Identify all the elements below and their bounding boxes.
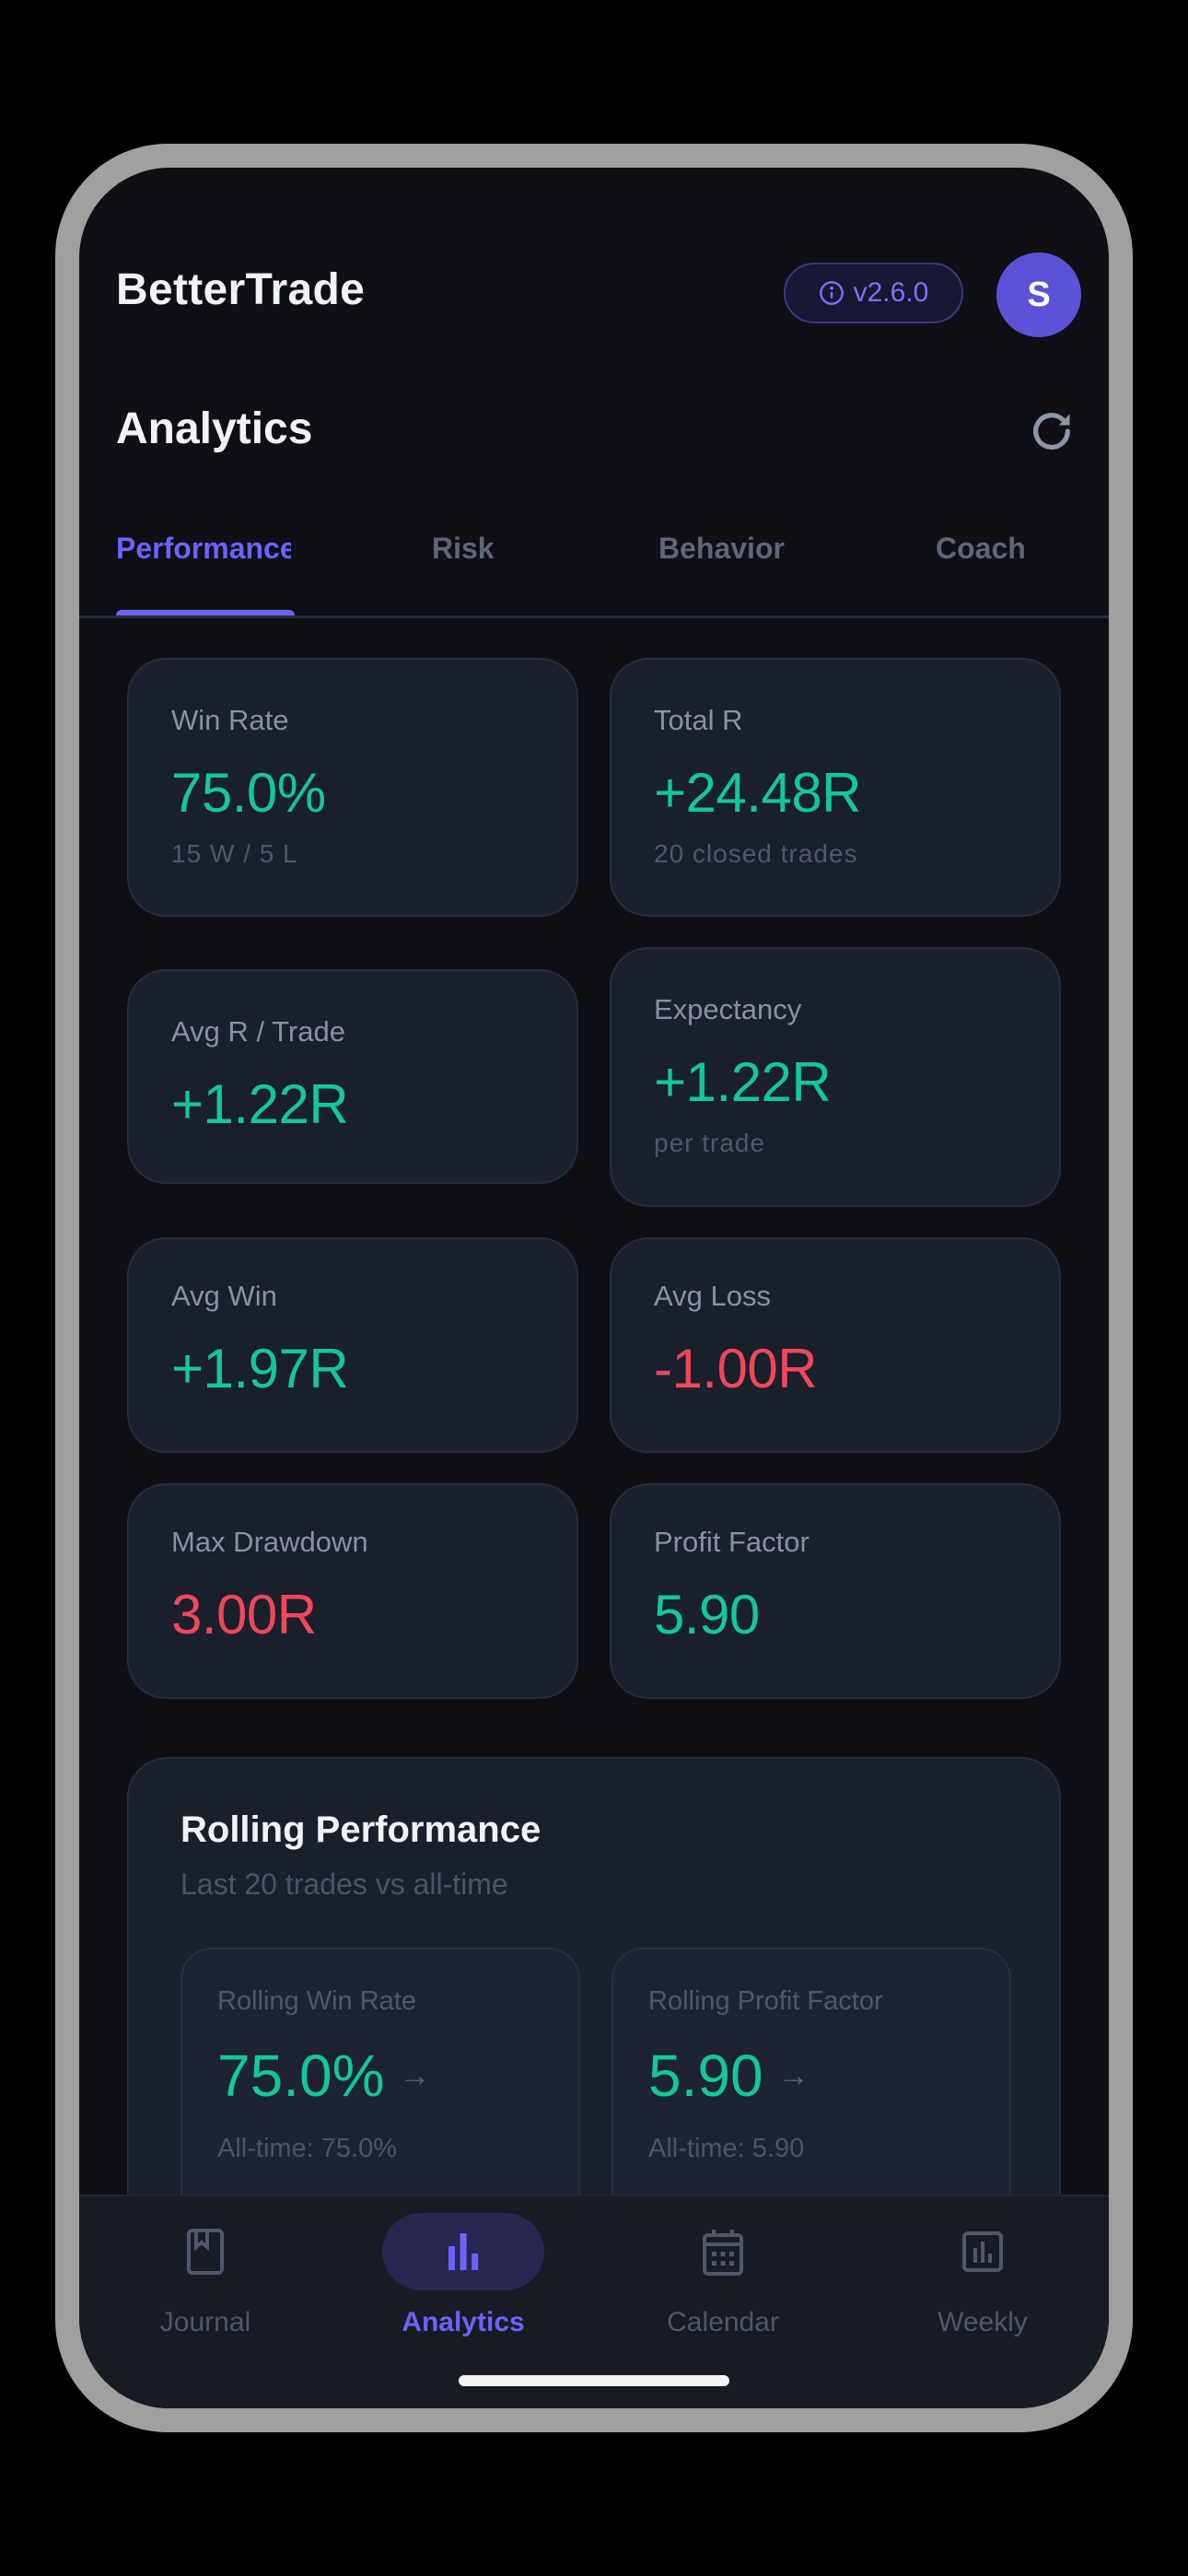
- tab-risk[interactable]: Risk: [432, 532, 495, 565]
- metric-value: +24.48R: [654, 762, 862, 824]
- metric-value: 5.90 →: [648, 2042, 809, 2110]
- metric-value: 75.0% →: [217, 2042, 430, 2110]
- nav-weekly[interactable]: Weekly: [872, 2196, 1093, 2362]
- tab-divider: [79, 615, 1109, 618]
- metric-label: Avg R / Trade: [171, 1015, 345, 1048]
- metric-label: Rolling Win Rate: [217, 1986, 416, 2016]
- metric-label: Max Drawdown: [171, 1526, 368, 1558]
- metric-value: +1.22R: [171, 1073, 349, 1135]
- metric-value: 5.90: [654, 1584, 760, 1645]
- version-label: v2.6.0: [853, 277, 929, 308]
- profit-factor-card[interactable]: Profit Factor 5.90: [610, 1483, 1061, 1699]
- nav-icon-container: [382, 2213, 544, 2290]
- win-rate-card[interactable]: Win Rate 75.0% 15 W / 5 L: [127, 658, 578, 917]
- metric-value: 75.0%: [171, 762, 326, 824]
- metric-label: Win Rate: [171, 704, 289, 736]
- metric-value-text: 5.90: [648, 2043, 763, 2109]
- tab-behavior[interactable]: Behavior: [658, 532, 785, 565]
- avg-loss-card[interactable]: Avg Loss -1.00R: [610, 1237, 1061, 1453]
- bar-chart-icon: [448, 2233, 479, 2270]
- nav-label: Weekly: [938, 2307, 1028, 2337]
- metric-label: Avg Win: [171, 1280, 277, 1312]
- nav-label: Calendar: [667, 2307, 779, 2337]
- analytics-tabs: Performance Risk Behavior Coach: [79, 532, 1109, 618]
- info-icon: [819, 281, 844, 305]
- page-title: Analytics: [116, 404, 313, 453]
- metric-label: Expectancy: [654, 993, 802, 1025]
- metric-value: +1.97R: [171, 1338, 349, 1399]
- tab-performance[interactable]: Performance: [116, 532, 291, 565]
- book-icon: [187, 2229, 224, 2275]
- avatar[interactable]: S: [996, 252, 1081, 337]
- nav-calendar[interactable]: Calendar: [612, 2196, 833, 2362]
- app-screen: BetterTrade v2.6.0 S Analytics Performan…: [79, 168, 1109, 2408]
- metric-value: +1.22R: [654, 1051, 832, 1113]
- nav-icon-container: [124, 2213, 286, 2290]
- nav-analytics[interactable]: Analytics: [353, 2196, 574, 2362]
- total-r-card[interactable]: Total R +24.48R 20 closed trades: [610, 658, 1061, 917]
- bottom-nav: Journal Analytics Calendar Weekly: [79, 2195, 1109, 2408]
- nav-icon-container: [902, 2213, 1064, 2290]
- expectancy-card[interactable]: Expectancy +1.22R per trade: [610, 947, 1061, 1207]
- trend-flat-arrow-icon: →: [399, 2057, 431, 2093]
- metric-sub: All-time: 75.0%: [217, 2134, 398, 2163]
- metric-label: Profit Factor: [654, 1526, 809, 1558]
- metric-sub: 15 W / 5 L: [171, 839, 298, 868]
- metric-label: Total R: [654, 704, 743, 736]
- metric-value: 3.00R: [171, 1584, 317, 1645]
- avg-r-trade-card[interactable]: Avg R / Trade +1.22R: [127, 969, 578, 1184]
- section-subtitle: Last 20 trades vs all-time: [181, 1868, 508, 1901]
- metric-label: Rolling Profit Factor: [648, 1986, 883, 2016]
- metric-value: -1.00R: [654, 1338, 818, 1399]
- nav-label: Journal: [159, 2307, 251, 2337]
- nav-journal[interactable]: Journal: [95, 2196, 316, 2362]
- refresh-icon[interactable]: [1028, 407, 1076, 455]
- app-title: BetterTrade: [116, 265, 366, 314]
- metric-label: Avg Loss: [654, 1280, 771, 1312]
- nav-label: Analytics: [402, 2307, 525, 2337]
- max-drawdown-card[interactable]: Max Drawdown 3.00R: [127, 1483, 578, 1699]
- tab-coach[interactable]: Coach: [936, 532, 1026, 565]
- metric-value-text: 75.0%: [217, 2043, 385, 2109]
- avg-win-card[interactable]: Avg Win +1.97R: [127, 1237, 578, 1453]
- calendar-icon: [703, 2230, 743, 2276]
- metric-sub: 20 closed trades: [654, 839, 858, 868]
- metric-sub: All-time: 5.90: [648, 2134, 805, 2163]
- metric-sub: per trade: [654, 1129, 766, 1157]
- report-icon: [962, 2231, 1003, 2272]
- home-indicator[interactable]: [459, 2375, 729, 2386]
- active-tab-indicator: [116, 610, 295, 618]
- trend-flat-arrow-icon: →: [777, 2057, 809, 2093]
- section-title: Rolling Performance: [181, 1809, 542, 1850]
- nav-icon-container: [642, 2213, 804, 2290]
- version-badge[interactable]: v2.6.0: [784, 263, 963, 323]
